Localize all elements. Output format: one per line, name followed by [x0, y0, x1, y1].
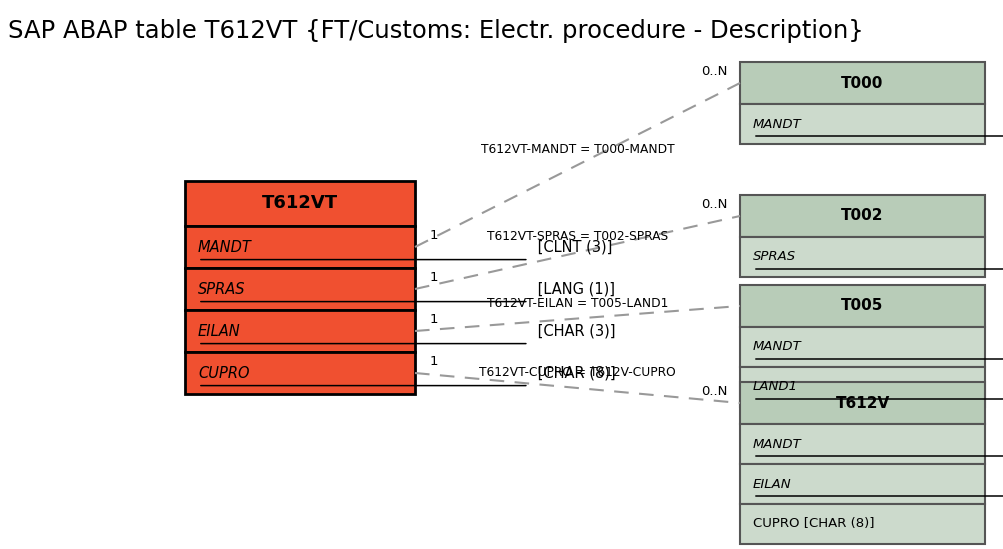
- Text: MANDT: MANDT: [752, 438, 801, 451]
- Text: T612VT-EILAN = T005-LAND1: T612VT-EILAN = T005-LAND1: [486, 296, 668, 310]
- Text: 0..N: 0..N: [701, 198, 727, 211]
- Text: SPRAS: SPRAS: [752, 250, 795, 264]
- Text: T000: T000: [841, 76, 883, 91]
- Text: CUPRO: CUPRO: [198, 366, 250, 380]
- Text: T005: T005: [841, 299, 883, 313]
- Text: [CHAR (3)]: [CHAR (3)]: [533, 323, 615, 339]
- Text: SPRAS: SPRAS: [198, 282, 246, 296]
- Text: T612V: T612V: [834, 395, 889, 411]
- FancyBboxPatch shape: [739, 367, 984, 407]
- Text: CUPRO [CHAR (8)]: CUPRO [CHAR (8)]: [752, 518, 874, 530]
- FancyBboxPatch shape: [739, 382, 984, 424]
- Text: 1: 1: [429, 355, 438, 368]
- Text: T612VT-MANDT = T000-MANDT: T612VT-MANDT = T000-MANDT: [480, 143, 674, 156]
- Text: EILAN: EILAN: [752, 478, 790, 490]
- Text: T612VT: T612VT: [262, 194, 338, 212]
- Text: 1: 1: [429, 313, 438, 326]
- FancyBboxPatch shape: [739, 327, 984, 367]
- Text: 1: 1: [429, 229, 438, 242]
- FancyBboxPatch shape: [185, 310, 414, 352]
- FancyBboxPatch shape: [739, 424, 984, 464]
- Text: T612VT-CUPRO = T612V-CUPRO: T612VT-CUPRO = T612V-CUPRO: [478, 366, 675, 379]
- FancyBboxPatch shape: [739, 104, 984, 144]
- FancyBboxPatch shape: [185, 352, 414, 394]
- Text: T002: T002: [841, 209, 883, 223]
- Text: T612VT-SPRAS = T002-SPRAS: T612VT-SPRAS = T002-SPRAS: [486, 231, 667, 244]
- Text: MANDT: MANDT: [752, 340, 801, 354]
- FancyBboxPatch shape: [185, 268, 414, 310]
- FancyBboxPatch shape: [185, 226, 414, 268]
- Text: 0..N: 0..N: [701, 65, 727, 78]
- FancyBboxPatch shape: [739, 504, 984, 544]
- Text: MANDT: MANDT: [752, 117, 801, 131]
- Text: [CLNT (3)]: [CLNT (3)]: [533, 239, 612, 255]
- Text: MANDT: MANDT: [198, 239, 252, 255]
- FancyBboxPatch shape: [185, 181, 414, 226]
- FancyBboxPatch shape: [739, 62, 984, 104]
- Text: [LANG (1)]: [LANG (1)]: [533, 282, 614, 296]
- FancyBboxPatch shape: [739, 237, 984, 277]
- Text: 0..N: 0..N: [701, 385, 727, 398]
- Text: [CHAR (8)]: [CHAR (8)]: [533, 366, 615, 380]
- FancyBboxPatch shape: [739, 285, 984, 327]
- Text: 1: 1: [429, 271, 438, 284]
- Text: EILAN: EILAN: [198, 323, 241, 339]
- FancyBboxPatch shape: [739, 464, 984, 504]
- FancyBboxPatch shape: [739, 195, 984, 237]
- Text: LAND1: LAND1: [752, 380, 797, 394]
- Text: SAP ABAP table T612VT {FT/Customs: Electr. procedure - Description}: SAP ABAP table T612VT {FT/Customs: Elect…: [8, 19, 863, 43]
